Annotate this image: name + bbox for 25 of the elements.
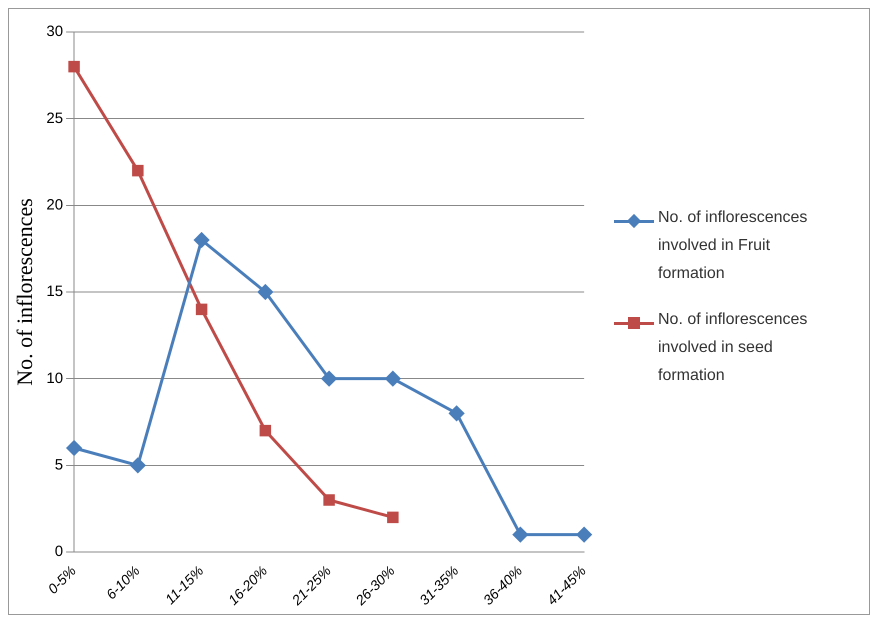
legend-label: No. of inflorescences involved in seed formation (658, 310, 808, 386)
y-tick-label: 5 (54, 456, 64, 473)
y-tick-label: 30 (46, 22, 64, 40)
point (132, 164, 144, 176)
y-axis-title: No. of inflorescences (12, 198, 37, 386)
y-tick-label: 20 (46, 196, 64, 213)
y-tick-label: 10 (46, 369, 64, 386)
legend-label: No. of inflorescences involved in Fruit formation (658, 208, 808, 284)
point (512, 526, 528, 542)
point (194, 232, 210, 247)
point (387, 511, 399, 523)
point (260, 424, 272, 436)
point (576, 526, 592, 542)
point (68, 60, 80, 72)
point (322, 370, 337, 386)
point (130, 457, 146, 472)
point (323, 494, 335, 506)
point (449, 405, 464, 420)
y-tick-label: 0 (54, 542, 64, 560)
point (385, 370, 400, 386)
point (196, 303, 208, 315)
point (258, 284, 273, 299)
y-tick-label: 25 (46, 109, 64, 126)
point (66, 440, 82, 455)
y-tick-label: 15 (46, 282, 64, 300)
